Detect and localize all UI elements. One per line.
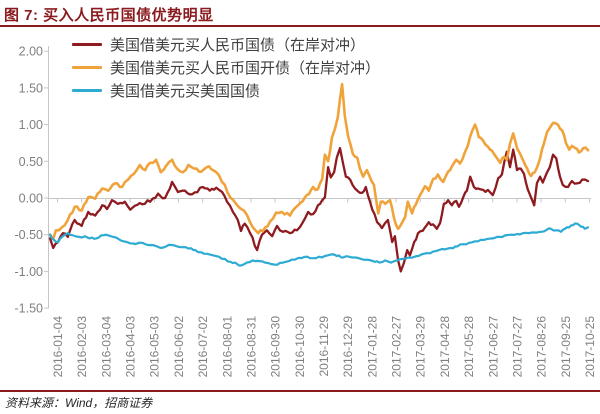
- x-tick-label: 2017-09-25: [559, 316, 573, 378]
- legend-line-swatch-cny-treasury: [72, 43, 102, 46]
- x-tick-label: 2017-07-27: [510, 316, 524, 378]
- legend-item: 美国借美元买人民币国开债（在岸对冲）: [72, 56, 380, 79]
- figure-title: 图 7: 买入人民币国债优势明显: [4, 7, 214, 24]
- series-line-0: [48, 146, 590, 273]
- y-tick-label: 0.50: [19, 155, 43, 169]
- x-tick-label: 2017-10-25: [583, 316, 597, 378]
- x-tick-label: 2016-09-30: [269, 316, 283, 378]
- x-tick-label: 2017-02-27: [390, 316, 404, 378]
- x-tick-label: 2016-06-02: [172, 316, 186, 378]
- legend-label: 美国借美元买美国国债: [110, 83, 261, 100]
- x-tick-label: 2017-08-26: [535, 316, 549, 378]
- series-line-1: [48, 82, 590, 241]
- x-tick-label: 2016-10-30: [293, 316, 307, 378]
- x-tick-label: 2016-02-03: [75, 316, 89, 378]
- chart-legend: 美国借美元买人民币国债（在岸对冲） 美国借美元买人民币国开债（在岸对冲） 美国借…: [72, 33, 380, 102]
- legend-label: 美国借美元买人民币国开债（在岸对冲）: [110, 60, 381, 77]
- x-tick-label: 2017-05-28: [462, 316, 476, 378]
- x-tick-label: 2016-08-31: [244, 316, 258, 378]
- y-tick-label: 0.00: [19, 192, 43, 206]
- y-tick-label: -0.50: [15, 228, 44, 242]
- legend-label: 美国借美元买人民币国债（在岸对冲）: [110, 37, 366, 54]
- y-tick-label: -1.50: [15, 302, 44, 316]
- title-divider-rule: [0, 25, 600, 27]
- x-tick-label: 2016-11-29: [317, 316, 331, 377]
- y-tick-label: 2.00: [19, 45, 43, 59]
- y-tick-label: 1.00: [19, 118, 43, 132]
- x-tick-label: 2017-03-29: [414, 316, 428, 378]
- x-tick-label: 2016-01-04: [51, 316, 65, 378]
- legend-item: 美国借美元买人民币国债（在岸对冲）: [72, 33, 380, 56]
- y-tick-label: 1.50: [19, 81, 43, 95]
- x-tick-label: 2016-05-03: [148, 316, 162, 378]
- x-tick-label: 2016-12-29: [341, 316, 355, 378]
- x-tick-label: 2016-08-01: [220, 316, 234, 378]
- series-line-2: [48, 222, 590, 267]
- x-tick-label: 2016-04-03: [124, 316, 138, 378]
- legend-item: 美国借美元买美国国债: [72, 79, 380, 102]
- x-tick-label: 2017-06-27: [486, 316, 500, 378]
- x-tick-label: 2016-03-04: [99, 316, 113, 378]
- x-tick-label: 2016-07-02: [196, 316, 210, 378]
- legend-line-swatch-cdb-bond: [72, 66, 102, 69]
- footer-divider-rule: [0, 390, 600, 392]
- data-source-note: 资料来源：Wind，招商证券: [5, 396, 153, 410]
- y-tick-label: -1.00: [15, 265, 44, 279]
- x-tick-label: 2017-01-28: [365, 316, 379, 378]
- legend-line-swatch-us-treasury: [72, 89, 102, 92]
- x-tick-label: 2017-04-28: [438, 316, 452, 378]
